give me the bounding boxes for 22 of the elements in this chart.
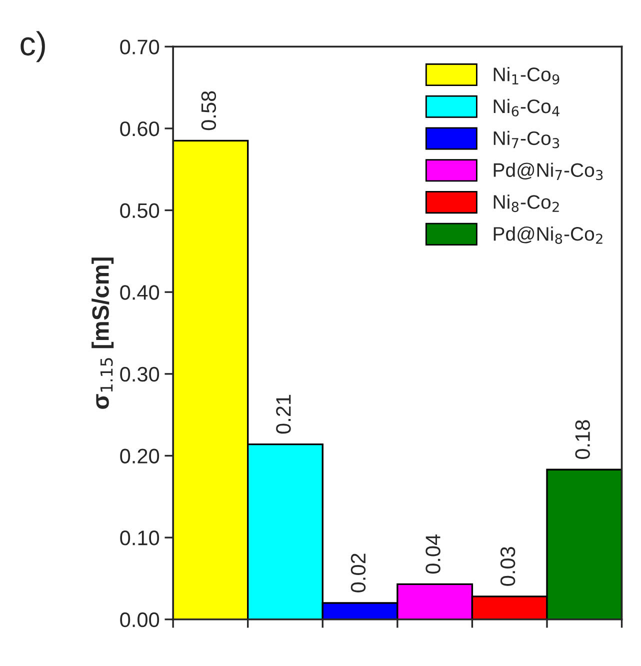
legend-label: Ni$_{8}$-Co$_{2}$ bbox=[494, 194, 559, 212]
data-label: 0.58 bbox=[201, 91, 216, 130]
data-label: 0.18 bbox=[575, 420, 590, 460]
y-tick-label: 0.60 bbox=[120, 121, 160, 136]
y-axis-title: σ$_{1.15}$ [mS/cm] bbox=[92, 258, 114, 409]
data-label: 0.03 bbox=[500, 547, 516, 586]
legend-label: Ni$_{7}$-Co$_{3}$ bbox=[494, 130, 560, 148]
legend-label: Pd@Ni$_{8}$-Co$_{2}$ bbox=[494, 226, 602, 244]
y-tick-label: 0.30 bbox=[120, 366, 160, 382]
legend-label: Ni$_{1}$-Co$_{9}$ bbox=[494, 67, 560, 85]
legend-label: Ni$_{6}$-Co$_{4}$ bbox=[494, 98, 560, 116]
data-label: 0.04 bbox=[426, 534, 440, 574]
y-tick-label: 0.70 bbox=[120, 40, 160, 54]
data-label: 0.21 bbox=[276, 394, 291, 434]
y-tick-label: 0.40 bbox=[120, 285, 160, 300]
data-label: 0.02 bbox=[350, 554, 366, 592]
y-tick-label: 0.00 bbox=[120, 612, 160, 628]
text: c) bbox=[20, 31, 45, 62]
legend-label: Pd@Ni$_{7}$-Co$_{3}$ bbox=[494, 162, 603, 180]
y-tick-label: 0.20 bbox=[120, 448, 160, 464]
y-tick-label: 0.10 bbox=[120, 530, 160, 546]
y-tick-label: 0.50 bbox=[120, 203, 160, 218]
